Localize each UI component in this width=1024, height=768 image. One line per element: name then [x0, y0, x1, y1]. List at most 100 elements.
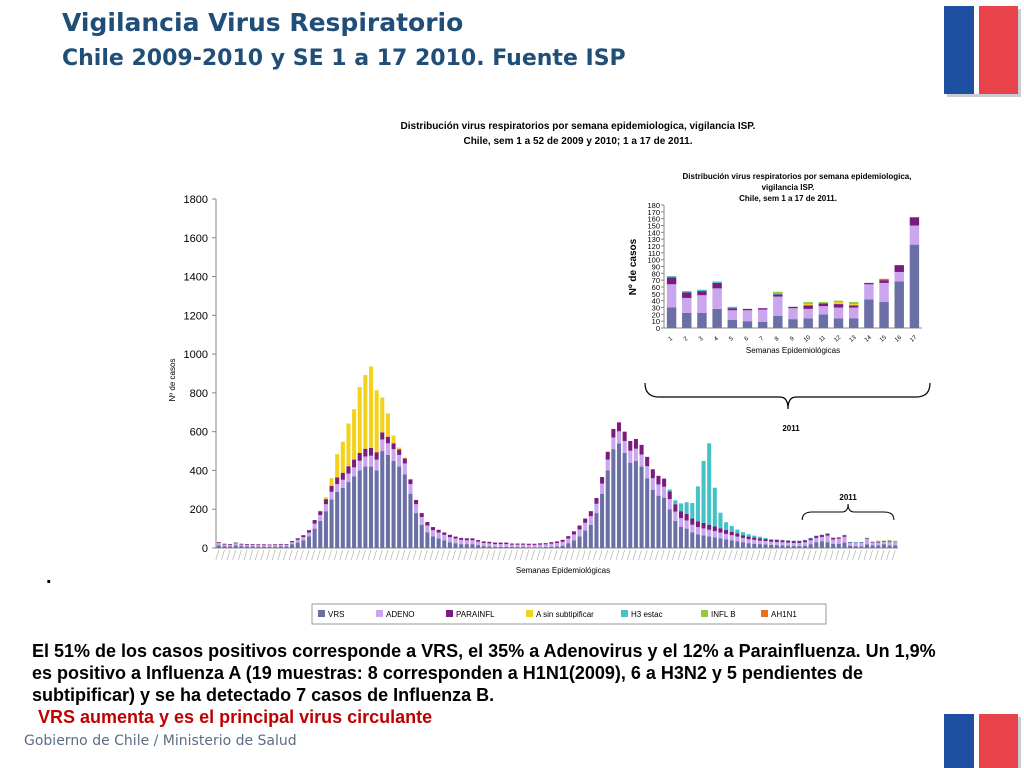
main-bar-segment-vrs	[611, 449, 616, 548]
main-chart-title: Distribución virus respiratorios por sem…	[401, 121, 756, 132]
main-bar-segment-adeno	[346, 473, 351, 483]
main-bar-segment-vrs	[594, 513, 599, 548]
main-x-tick-label	[666, 549, 671, 561]
inset-bar-segment-vrs	[666, 307, 677, 328]
inset-x-tick-label: 14	[864, 334, 873, 343]
main-bar-segment-adeno	[498, 544, 503, 547]
main-x-tick-label	[226, 549, 231, 561]
inset-bar-segment-parainfl	[803, 305, 813, 309]
inset-y-tick-label: 20	[652, 310, 660, 319]
main-bar-segment-adeno	[752, 539, 757, 544]
main-bar-segment-h3-estac	[673, 500, 678, 505]
inset-bar-segment-h3-estac	[697, 289, 707, 292]
main-bar-segment-vrs	[791, 546, 796, 548]
main-bar-segment-vrs	[667, 509, 672, 548]
legend-swatch-vrs	[318, 610, 325, 617]
main-bar-segment-adeno	[216, 542, 221, 546]
main-bar-segment-vrs	[600, 493, 605, 548]
main-bar-segment-adeno	[650, 478, 655, 490]
main-bar-segment-vrs	[645, 478, 650, 548]
main-bar-segment-adeno	[357, 460, 362, 471]
main-bar-segment-parainfl	[385, 436, 390, 444]
inset-bar-segment-adeno	[666, 284, 677, 308]
main-bar-segment-parainfl	[329, 485, 334, 492]
main-x-tick-label	[305, 549, 310, 561]
main-bar-segment-parainfl	[605, 451, 610, 460]
main-bar-segment-adeno	[380, 439, 385, 452]
main-bar-segment-adeno	[509, 544, 514, 548]
main-bar-segment-vrs	[447, 542, 452, 548]
inset-bar-segment-vrs	[757, 321, 768, 328]
main-bar-segment-vrs	[408, 493, 413, 548]
main-bar-segment-parainfl	[594, 497, 599, 504]
main-bar-segment-a-sin-subtipificar	[346, 423, 351, 467]
main-bar-segment-vrs	[453, 543, 458, 548]
main-bar-segment-a-sin-subtipificar	[318, 510, 323, 512]
main-bar-segment-parainfl	[684, 513, 689, 521]
main-bar-segment-h3-estac	[729, 525, 734, 532]
main-bar-segment-infl-b	[864, 537, 870, 539]
main-bar-segment-adeno	[532, 544, 537, 548]
main-x-tick-label	[238, 549, 242, 561]
inset-x-tick-label: 3	[698, 335, 705, 342]
inset-y-tick-label: 120	[647, 242, 660, 251]
main-bar-segment-vrs	[724, 539, 729, 548]
main-bar-segment-h3-estac	[802, 539, 808, 541]
legend-swatch-a-sin-subtipificar	[526, 610, 533, 617]
main-x-tick-label	[598, 549, 603, 561]
main-x-tick-label	[807, 549, 811, 561]
main-x-tick-label	[316, 549, 321, 561]
main-bar-segment-vrs	[690, 532, 695, 548]
flag-blue-stripe	[944, 6, 974, 94]
main-bar-segment-parainfl	[695, 521, 700, 528]
main-bar-segment-parainfl	[532, 543, 537, 545]
main-bar-segment-adeno	[746, 539, 751, 544]
main-bar-segment-parainfl	[588, 511, 593, 517]
inset-bar-segment-parainfl	[697, 291, 707, 296]
main-x-tick-label	[728, 549, 733, 561]
inset-x-tick-label: 5	[728, 335, 735, 342]
main-x-tick-label	[750, 549, 755, 561]
main-y-tick-label: 400	[190, 465, 208, 477]
main-bar-segment-vrs	[825, 542, 830, 548]
inset-bar-segment-parainfl	[833, 304, 844, 308]
main-bar-segment-adeno	[538, 544, 543, 548]
inset-bar-segment-vrs	[909, 244, 920, 328]
main-bar-segment-vrs	[735, 541, 740, 548]
title-block: Vigilancia Virus Respiratorio Chile 2009…	[62, 6, 922, 74]
main-bar-segment-parainfl	[639, 444, 644, 455]
main-bar-segment-adeno	[256, 545, 261, 547]
main-x-tick-label	[863, 549, 868, 561]
main-x-tick-label	[418, 549, 423, 561]
inset-chart-subtitle: Chile, sem 1 a 17 de 2011.	[739, 194, 837, 203]
main-x-tick-label	[756, 549, 761, 561]
flag-white-stripe	[974, 714, 979, 768]
inset-bar-segment-adeno	[712, 288, 722, 309]
main-y-tick-label: 1400	[184, 272, 208, 284]
main-bar-segment-vrs	[622, 452, 627, 548]
main-bar-segment-h3-estac	[825, 533, 830, 534]
main-bar-segment-parainfl	[261, 544, 266, 546]
main-bar-segment-parainfl	[492, 542, 498, 545]
main-bar-segment-adeno	[887, 542, 892, 546]
main-legend-box	[311, 603, 827, 625]
main-bar-segment-vrs	[470, 544, 475, 548]
inset-bar-segment-h3-estac	[666, 276, 677, 278]
main-y-tick-label: 1200	[184, 310, 208, 322]
main-bar-segment-adeno	[295, 539, 300, 543]
main-bar-segment-h3-estac	[695, 486, 700, 522]
main-bar-segment-adeno	[791, 542, 796, 547]
main-bar-segment-adeno	[425, 525, 430, 533]
main-bar-segment-h3-estac	[684, 502, 689, 514]
main-bar-segment-adeno	[881, 541, 886, 545]
main-bar-segment-parainfl	[267, 544, 272, 546]
main-x-tick-label	[869, 549, 873, 561]
main-bar-segment-h3-estac	[848, 541, 853, 543]
main-bar-segment-h3-estac	[887, 540, 892, 541]
main-x-tick-label	[367, 549, 372, 561]
main-bar-segment-vrs	[487, 546, 492, 548]
main-x-tick-label	[215, 549, 220, 561]
main-x-tick-label	[497, 549, 501, 561]
main-bar-segment-vrs	[786, 545, 791, 548]
main-bar-segment-vrs	[312, 528, 317, 548]
